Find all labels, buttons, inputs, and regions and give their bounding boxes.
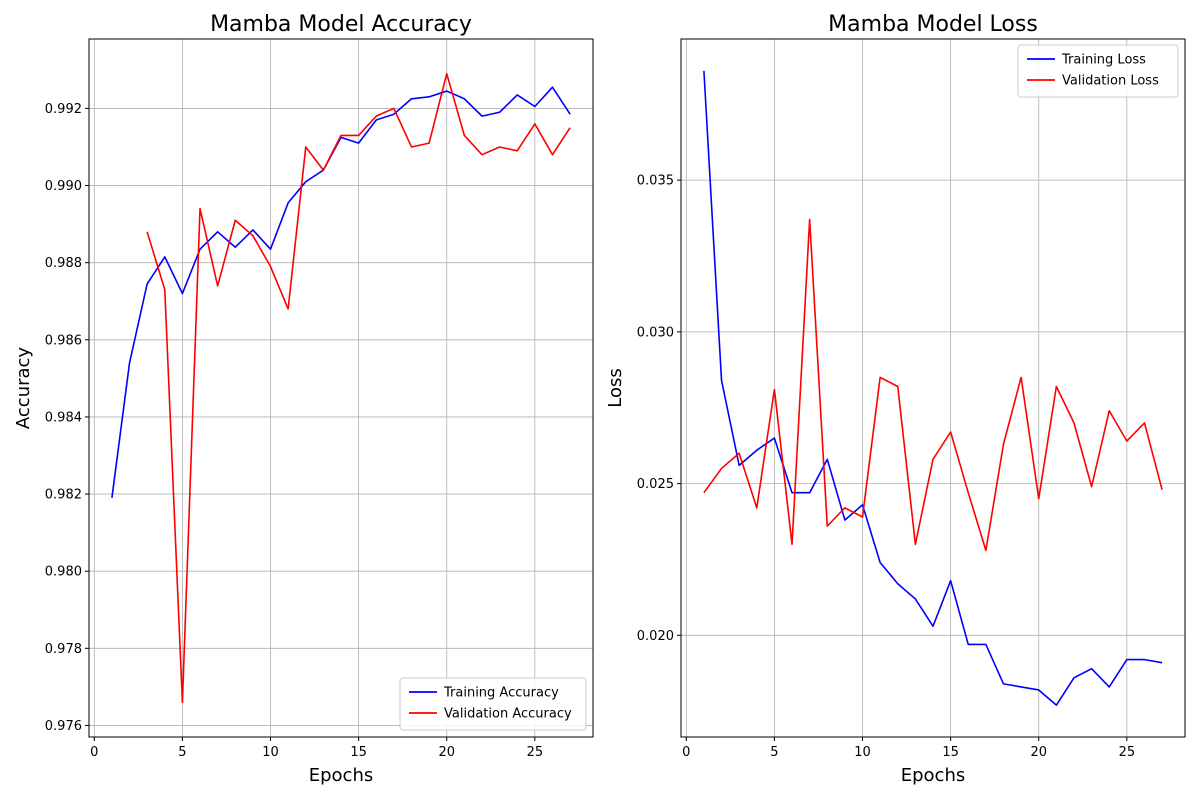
chart-title: Mamba Model Loss: [828, 12, 1038, 37]
y-tick-label: 0.988: [45, 256, 82, 271]
chart-panel-2: 0 5 10 15 20 25 0.020 0.025 0.030 0.035 Mamba Mode…: [605, 12, 1186, 786]
x-tick-label: 5: [770, 745, 778, 760]
plot-area: [89, 39, 593, 737]
legend: Training Accuracy Validation Accuracy: [399, 677, 587, 731]
axes-frame: [680, 38, 1186, 738]
y-tick-label: 0.992: [45, 102, 82, 117]
x-tick-label: 5: [178, 745, 186, 760]
x-tick-label: 25: [1119, 745, 1136, 760]
y-tick-label: 0.990: [45, 179, 82, 194]
y-tick-label: 0.030: [637, 325, 674, 340]
y-tick-label: 0.980: [45, 565, 82, 580]
chart-title: Mamba Model Accuracy: [210, 12, 472, 37]
legend-label: Training Loss: [1061, 53, 1146, 68]
legend-label: Training Accuracy: [443, 686, 559, 701]
y-tick-label: 0.984: [45, 410, 82, 425]
y-tick-label: 0.035: [637, 174, 674, 189]
x-tick-label: 25: [527, 745, 544, 760]
legend-label: Validation Loss: [1062, 74, 1159, 89]
y-tick-label: 0.986: [45, 333, 82, 348]
y-tick-label: 0.976: [45, 719, 82, 734]
x-tick-label: 0: [90, 745, 98, 760]
y-tick-label: 0.020: [637, 629, 674, 644]
x-tick-label: 10: [854, 745, 871, 760]
legend-box: [1017, 44, 1179, 98]
series-line-training-loss: [703, 70, 1163, 706]
plot-area: [681, 39, 1185, 737]
axes-frame: [88, 38, 594, 738]
y-tick-label: 0.025: [637, 477, 674, 492]
x-tick-label: 20: [438, 745, 455, 760]
chart-panel-1: 0 5 10 15 20 25 0.976 0.978 0.980 0.982 0.984 0.986…: [13, 12, 594, 786]
legend-label: Validation Accuracy: [444, 707, 572, 722]
x-tick-label: 20: [1030, 745, 1047, 760]
x-axis-label: Epochs: [309, 765, 374, 786]
series-line-training-accuracy: [111, 86, 571, 499]
x-tick-label: 0: [682, 745, 690, 760]
x-tick-label: 15: [942, 745, 959, 760]
y-axis-label: Accuracy: [13, 347, 34, 430]
y-axis-label: Loss: [605, 368, 626, 407]
x-tick-label: 10: [262, 745, 279, 760]
x-tick-label: 15: [350, 745, 367, 760]
series-line-validation-accuracy: [146, 72, 571, 704]
legend: Training Loss Validation Loss: [1017, 44, 1179, 98]
series-line-validation-loss: [703, 218, 1163, 552]
y-tick-label: 0.982: [45, 488, 82, 503]
y-tick-label: 0.978: [45, 642, 82, 657]
x-axis-label: Epochs: [901, 765, 966, 786]
legend-box: [399, 677, 587, 731]
